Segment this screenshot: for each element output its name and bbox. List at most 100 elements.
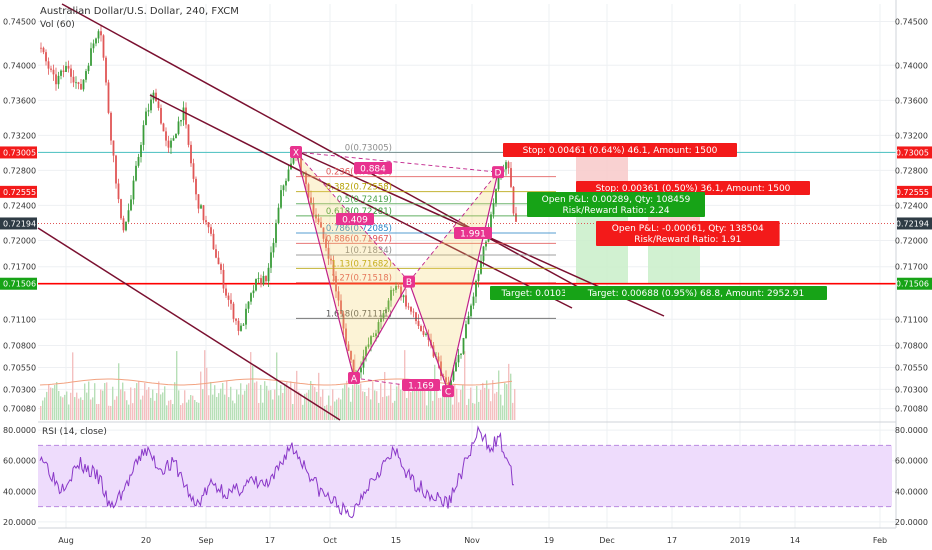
volume-bar (142, 395, 144, 420)
volume-bar (54, 385, 56, 420)
volume-bar (336, 399, 338, 420)
volume-bar (470, 387, 472, 420)
stop-tag-1-box (503, 143, 737, 157)
candle-body (375, 333, 377, 337)
volume-bar (176, 351, 178, 420)
volume-bar (270, 390, 272, 420)
candle-body (390, 290, 392, 301)
volume-bar (412, 384, 414, 420)
time-tick-10: 2019 (730, 536, 750, 545)
fib-label-7: 1(0.71834) (345, 246, 392, 256)
price-highlight-right-text-3: 0.71506 (896, 280, 929, 289)
candle-body (470, 305, 472, 317)
price-highlight-right-0 (897, 146, 932, 159)
volume-bar (46, 391, 48, 420)
rsi-tick-left-1: 60.0000 (3, 457, 36, 466)
volume-bar (248, 383, 250, 420)
candle-body (465, 324, 467, 338)
trendline-upper[interactable] (61, 3, 579, 288)
volume-bar (376, 391, 378, 420)
candle-body (460, 353, 462, 355)
volume-bar (350, 401, 352, 420)
candle-body (102, 35, 105, 58)
volume-bar (186, 402, 188, 420)
candle-body (72, 76, 75, 83)
fib-label-5: 0.786(0.72085) (326, 224, 392, 234)
volume-bar (342, 388, 344, 420)
volume-bar (228, 397, 230, 420)
candle-body (47, 61, 50, 69)
volume-bar (92, 397, 94, 420)
volume-bar (282, 392, 284, 420)
volume-bar (414, 381, 416, 420)
candle-body (497, 176, 500, 190)
volume-bar (64, 394, 66, 420)
volume-bar (208, 395, 210, 420)
volume-bar (68, 404, 70, 420)
volume-bar (230, 386, 232, 420)
volume-bar (174, 382, 176, 420)
candle-body (467, 316, 470, 325)
candle-body (280, 190, 282, 208)
price-tick-left-9: 0.70800 (3, 342, 36, 351)
volume-bar (396, 386, 398, 420)
volume-bar (452, 404, 454, 420)
volume-bar (380, 383, 382, 420)
time-tick-0: Aug (58, 536, 74, 545)
volume-bar (96, 403, 98, 420)
volume-bar (510, 373, 512, 420)
price-highlight-right-text-2: 0.72194 (896, 219, 929, 228)
candle-body (397, 286, 400, 287)
time-tick-3: 17 (265, 536, 275, 545)
volume-bar (434, 364, 436, 420)
candle-body (232, 303, 235, 319)
volume-bar (156, 393, 158, 420)
candle-body (127, 210, 130, 222)
volume-bar (444, 392, 446, 420)
volume-bar (264, 381, 266, 420)
candle-body (485, 241, 487, 247)
candle-body (220, 264, 222, 270)
candle-body (137, 157, 140, 166)
volume-bar (474, 403, 476, 420)
volume-bar (104, 383, 106, 420)
volume-bar (504, 382, 506, 420)
stop-tag-1-text-0: Stop: 0.00461 (0.64%) 46.1, Amount: 1500 (523, 146, 718, 156)
candle-body (112, 140, 115, 156)
harmonic-pattern[interactable]: X A B C D 0.884 0.409 1.991 1.169 (290, 146, 504, 398)
volume-bar (384, 371, 386, 420)
candle-body (145, 111, 147, 126)
pattern-ratio-1: 0.409 (342, 216, 368, 226)
volume-bar (280, 385, 282, 420)
volume-bar (204, 350, 206, 420)
volume-bar (268, 390, 270, 420)
volume-bar (402, 390, 404, 420)
volume-bar (100, 389, 102, 420)
volume-bar (424, 389, 426, 420)
price-axis-bg (896, 0, 932, 550)
pnl-tag-2-text-0: Open P&L: -0.00061, Qty: 138504 (612, 224, 764, 234)
fib-label-4: 0.618(0.72281) (326, 207, 392, 217)
volume-bar (198, 402, 200, 420)
time-tick-11: 14 (790, 536, 800, 545)
volume-bar (390, 384, 392, 420)
trendline-lower[interactable] (37, 227, 341, 421)
candle-body (240, 325, 242, 331)
volume-bar (250, 352, 252, 420)
trendline-mid[interactable] (149, 94, 573, 309)
pattern-ratio-box-3 (402, 379, 440, 391)
volume-bar (332, 389, 334, 420)
candle-body (185, 107, 187, 125)
volume-bar (328, 395, 330, 420)
candle-body (97, 31, 100, 39)
volume-bar (74, 397, 76, 420)
volume-bar (88, 381, 90, 420)
volume-bar (448, 393, 450, 420)
volume-bar (102, 390, 104, 420)
candle-body (55, 74, 57, 85)
candle-body (117, 183, 120, 200)
volume-bar (428, 380, 430, 420)
price-tick-left-3: 0.73200 (3, 131, 36, 140)
